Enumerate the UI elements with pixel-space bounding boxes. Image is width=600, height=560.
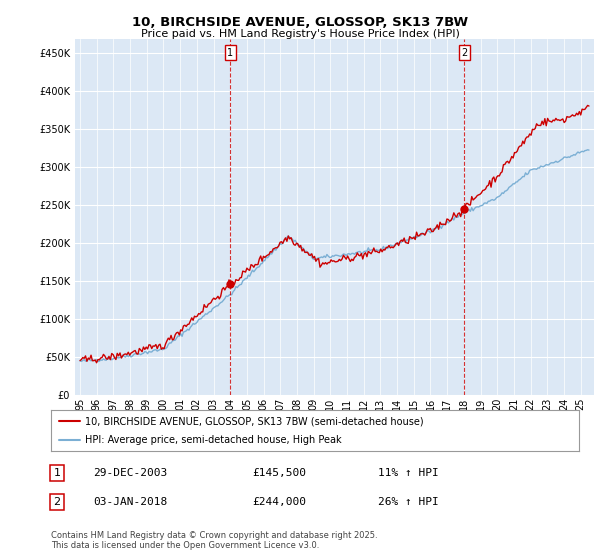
Text: 10, BIRCHSIDE AVENUE, GLOSSOP, SK13 7BW (semi-detached house): 10, BIRCHSIDE AVENUE, GLOSSOP, SK13 7BW … xyxy=(85,417,424,426)
Text: HPI: Average price, semi-detached house, High Peak: HPI: Average price, semi-detached house,… xyxy=(85,435,342,445)
Text: 2: 2 xyxy=(461,48,467,58)
Text: £244,000: £244,000 xyxy=(252,497,306,507)
Text: 11% ↑ HPI: 11% ↑ HPI xyxy=(378,468,439,478)
Text: 29-DEC-2003: 29-DEC-2003 xyxy=(93,468,167,478)
Text: 1: 1 xyxy=(53,468,61,478)
Text: 2: 2 xyxy=(53,497,61,507)
Text: 26% ↑ HPI: 26% ↑ HPI xyxy=(378,497,439,507)
Text: Price paid vs. HM Land Registry's House Price Index (HPI): Price paid vs. HM Land Registry's House … xyxy=(140,29,460,39)
Text: 03-JAN-2018: 03-JAN-2018 xyxy=(93,497,167,507)
Text: £145,500: £145,500 xyxy=(252,468,306,478)
Text: 1: 1 xyxy=(227,48,233,58)
Text: 10, BIRCHSIDE AVENUE, GLOSSOP, SK13 7BW: 10, BIRCHSIDE AVENUE, GLOSSOP, SK13 7BW xyxy=(132,16,468,29)
Text: Contains HM Land Registry data © Crown copyright and database right 2025.
This d: Contains HM Land Registry data © Crown c… xyxy=(51,531,377,550)
